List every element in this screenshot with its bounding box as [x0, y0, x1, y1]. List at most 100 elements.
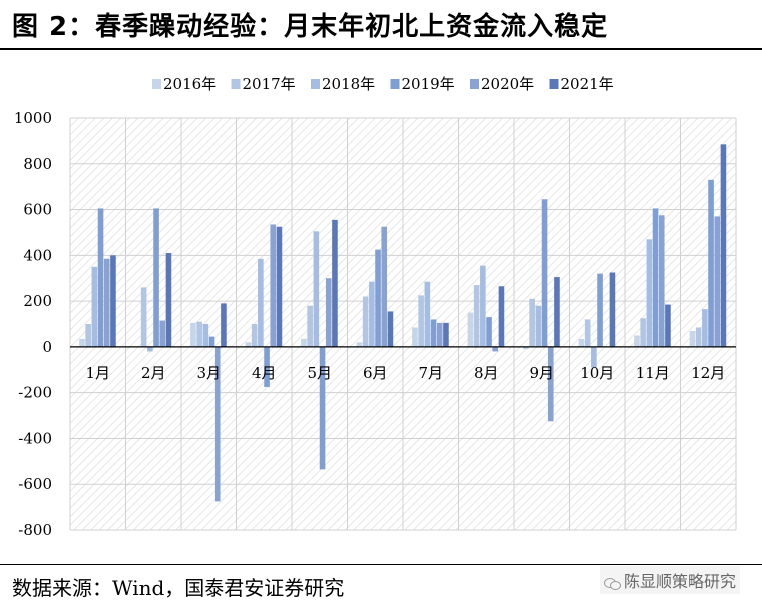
y-tick-label: 400 — [23, 246, 52, 264]
bar — [609, 272, 616, 347]
x-tick-label: 8月 — [474, 364, 499, 382]
chart-title: 图 2：春季躁动经验：月末年初北上资金流入稳定 — [12, 12, 609, 42]
bar — [332, 219, 338, 347]
bar — [584, 319, 591, 347]
bar — [356, 342, 363, 347]
bar — [208, 336, 215, 347]
bar — [103, 258, 110, 347]
x-tick-label: 1月 — [85, 364, 110, 382]
bar — [634, 335, 640, 347]
bar — [301, 338, 307, 347]
bar — [325, 278, 332, 347]
legend-label: 2019年 — [402, 75, 455, 93]
bar — [658, 215, 665, 347]
legend-swatch — [470, 79, 479, 89]
bar — [652, 208, 659, 347]
bar — [480, 265, 486, 347]
bar — [597, 273, 603, 347]
bar — [214, 346, 221, 502]
bar — [258, 258, 264, 347]
bar — [251, 324, 258, 347]
legend-swatch — [311, 79, 320, 89]
bar — [424, 281, 431, 347]
y-tick-label: 200 — [23, 292, 52, 310]
title-rule — [0, 48, 762, 50]
x-tick-label: 11月 — [636, 364, 670, 382]
legend-label: 2020年 — [481, 75, 534, 93]
bar — [430, 319, 437, 347]
bar — [270, 224, 277, 347]
bar — [473, 285, 480, 347]
bar — [467, 312, 474, 347]
bar — [245, 342, 252, 347]
plot-area: -800 -600 -400 -200 0 200 400 600 800 1000 1月 2月 3月 4… — [14, 109, 737, 539]
x-tick-label: 5月 — [307, 364, 332, 382]
bar — [418, 295, 424, 347]
bar — [264, 346, 270, 387]
x-tick-label: 6月 — [363, 364, 388, 382]
bar — [97, 208, 104, 347]
x-tick-label: 9月 — [529, 364, 554, 382]
bar — [436, 322, 443, 347]
bar — [307, 305, 313, 347]
bar — [695, 327, 702, 347]
y-tick-label: 800 — [23, 155, 52, 173]
bar — [221, 303, 227, 347]
bar — [85, 324, 91, 347]
bar — [486, 317, 492, 347]
bar — [702, 309, 708, 347]
bar — [140, 287, 147, 347]
legend-swatch — [549, 79, 559, 89]
bar — [190, 322, 196, 347]
x-tick-label: 7月 — [418, 364, 443, 382]
bar — [708, 179, 714, 347]
bar — [153, 208, 159, 347]
bar — [498, 286, 505, 347]
legend-label: 2017年 — [243, 75, 296, 93]
chart: 2016年 2017年 2018年 2019年 2020年 2021年 -800-600-… — [14, 75, 737, 539]
bar — [110, 255, 116, 347]
bar — [412, 327, 418, 347]
bar — [362, 296, 369, 347]
bar — [529, 298, 535, 347]
bar — [196, 321, 202, 347]
y-tick-label: -200 — [18, 384, 52, 402]
bar — [689, 330, 696, 347]
bar — [369, 281, 375, 347]
y-tick-label: 600 — [23, 201, 52, 219]
legend-swatch — [390, 79, 400, 89]
legend-label: 2016年 — [163, 75, 216, 93]
y-tick-label: -800 — [18, 521, 52, 539]
source-note: 数据来源：Wind，国泰君安证券研究 — [12, 576, 345, 600]
bar — [202, 324, 209, 347]
watermark: 陈显顺策略研究 — [599, 566, 740, 594]
bar — [665, 304, 671, 347]
x-tick-label: 3月 — [196, 364, 221, 382]
bar — [554, 277, 560, 347]
bar — [535, 305, 542, 347]
y-tick-label: -600 — [18, 475, 52, 493]
bar — [91, 266, 98, 347]
y-tick-label: -400 — [18, 429, 52, 447]
footer-rule — [0, 564, 762, 565]
bar — [720, 144, 727, 347]
bar — [276, 226, 283, 347]
legend-label: 2018年 — [322, 75, 375, 93]
x-tick-label: 2月 — [141, 364, 166, 382]
bar — [578, 338, 585, 347]
watermark-text: 陈显顺策略研究 — [623, 572, 736, 591]
x-tick-label: 4月 — [252, 364, 277, 382]
bar — [375, 249, 381, 347]
legend-swatch — [152, 79, 161, 89]
y-tick-label: 0 — [42, 338, 52, 356]
bar — [79, 338, 85, 347]
bar — [313, 231, 320, 347]
bar — [147, 346, 153, 352]
x-tick-label: 10月 — [580, 364, 614, 382]
legend-label: 2021年 — [561, 75, 614, 93]
y-tick-label: 1000 — [14, 109, 52, 127]
bar — [714, 216, 721, 347]
legend-swatch — [231, 79, 241, 89]
bar — [646, 239, 653, 347]
bar — [319, 346, 326, 470]
